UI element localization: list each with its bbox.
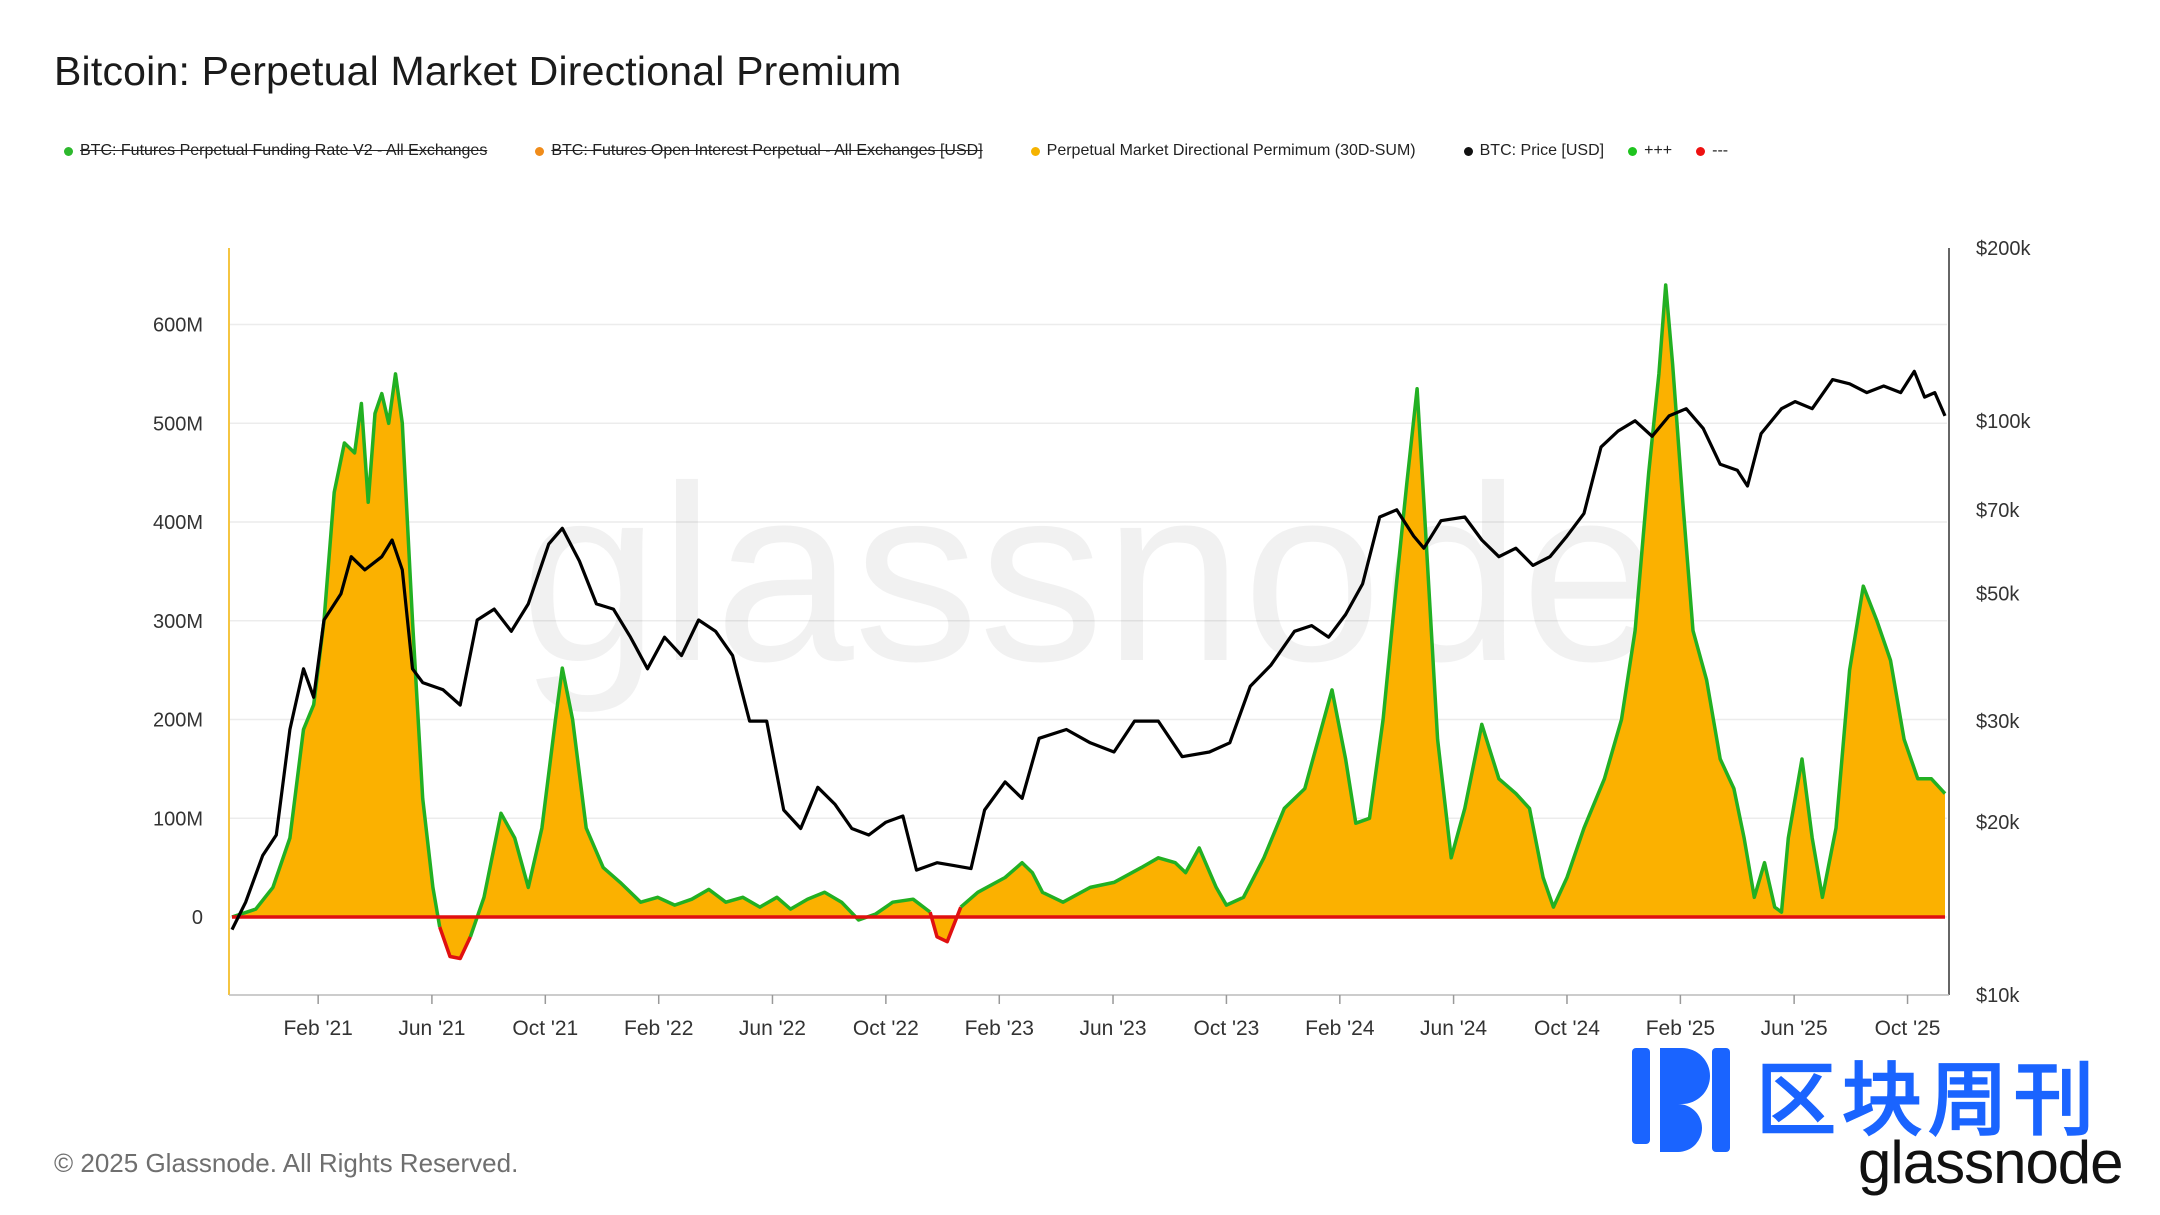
- x-tick-label: Oct '25: [1875, 1017, 1941, 1040]
- brand-logo: 区块周刊: [1626, 1042, 2100, 1160]
- legend-item-funding-rate[interactable]: BTC: Futures Perpetual Funding Rate V2 -…: [64, 142, 487, 160]
- x-axis-ticks: Feb '21 Jun '21 Oct '21 Feb '22 Jun '22 Oct '…: [283, 995, 1940, 1040]
- legend-dot-negative: [1696, 146, 1706, 156]
- x-tick-label: Jun '25: [1761, 1017, 1828, 1040]
- watermark: glassnode: [520, 434, 1660, 713]
- legend-label-open-interest: BTC: Futures Open Interest Perpetual - A…: [551, 142, 983, 159]
- brand-en-text: glassnode: [1858, 1129, 2124, 1196]
- copyright-notice: © 2025 Glassnode. All Rights Reserved.: [54, 1148, 519, 1178]
- x-tick-label: Jun '24: [1420, 1017, 1487, 1040]
- y-right-tick-label: $50k: [1976, 584, 2020, 606]
- brand-mark-icon: [1632, 1048, 1730, 1152]
- legend-item-open-interest[interactable]: BTC: Futures Open Interest Perpetual - A…: [535, 142, 983, 160]
- axes: [228, 248, 1950, 996]
- y-right-tick-label: $30k: [1976, 711, 2020, 733]
- y-left-tick-label: 400M: [153, 512, 203, 534]
- legend-label-directional-premium: Perpetual Market Directional Permimum (3…: [1046, 142, 1416, 159]
- legend-item-positive[interactable]: +++: [1628, 142, 1672, 160]
- legend-label-negative: ---: [1712, 142, 1729, 159]
- y-left-tick-label: 100M: [153, 808, 203, 830]
- y-left-tick-label: 0: [192, 907, 203, 929]
- x-tick-label: Oct '22: [853, 1017, 919, 1040]
- x-tick-label: Jun '21: [398, 1017, 465, 1040]
- legend-dot-positive: [1628, 146, 1638, 156]
- legend-label-funding-rate: BTC: Futures Perpetual Funding Rate V2 -…: [80, 142, 488, 159]
- x-tick-label: Feb '22: [624, 1017, 693, 1040]
- x-tick-label: Feb '21: [283, 1017, 352, 1040]
- x-tick-label: Oct '24: [1534, 1017, 1600, 1040]
- y-left-tick-label: 600M: [153, 315, 203, 337]
- legend-dot-open-interest: [535, 146, 545, 156]
- x-tick-label: Feb '25: [1646, 1017, 1715, 1040]
- legend-dot-funding-rate: [64, 146, 73, 156]
- x-tick-label: Oct '21: [512, 1017, 578, 1040]
- y-left-tick-label: 500M: [153, 413, 203, 435]
- x-tick-label: Jun '23: [1079, 1017, 1146, 1040]
- page-title: Bitcoin: Perpetual Market Directional Pr…: [54, 48, 902, 94]
- chart-legend: BTC: Futures Perpetual Funding Rate V2 -…: [64, 138, 1776, 164]
- y-right-tick-label: $100k: [1976, 411, 2031, 433]
- y-right-tick-label: $70k: [1976, 500, 2020, 522]
- price-line-group: [230, 369, 1947, 931]
- premium-positive-segment: [959, 283, 1947, 914]
- y-right-tick-label: $200k: [1976, 238, 2031, 260]
- x-tick-label: Feb '24: [1305, 1017, 1375, 1040]
- x-tick-label: Feb '23: [965, 1017, 1034, 1040]
- premium-area: [232, 285, 1945, 959]
- y-axis-right-ticks: $10k $20k $30k $50k $70k $100k $200k: [1976, 238, 2031, 1007]
- legend-dot-btc-price: [1463, 146, 1473, 156]
- y-left-tick-label: 200M: [153, 710, 203, 732]
- premium-negative-segment: [438, 926, 472, 961]
- y-right-tick-label: $20k: [1976, 812, 2020, 834]
- y-right-tick-label: $10k: [1976, 985, 2020, 1007]
- btc-price-line: [230, 369, 1947, 931]
- y-axis-left-ticks: 0 100M 200M 300M 400M 500M 600M: [153, 315, 203, 930]
- legend-label-btc-price: BTC: Price [USD]: [1479, 142, 1605, 159]
- premium-positive-segment: [231, 372, 442, 928]
- legend-item-negative[interactable]: ---: [1696, 142, 1728, 160]
- premium-positive-segment: [468, 666, 932, 938]
- x-tick-label: Oct '23: [1193, 1017, 1259, 1040]
- x-tick-label: Jun '22: [739, 1017, 806, 1040]
- premium-area-group: [231, 283, 1947, 961]
- legend-label-positive: +++: [1644, 142, 1673, 159]
- y-left-tick-label: 300M: [153, 611, 203, 633]
- brand-cn-text: 区块周刊: [1756, 1054, 2100, 1147]
- legend-dot-directional-premium: [1030, 146, 1040, 156]
- premium-negative-segment: [928, 906, 963, 944]
- legend-item-directional-premium[interactable]: Perpetual Market Directional Permimum (3…: [1030, 142, 1416, 160]
- legend-item-btc-price[interactable]: BTC: Price [USD]: [1463, 142, 1605, 160]
